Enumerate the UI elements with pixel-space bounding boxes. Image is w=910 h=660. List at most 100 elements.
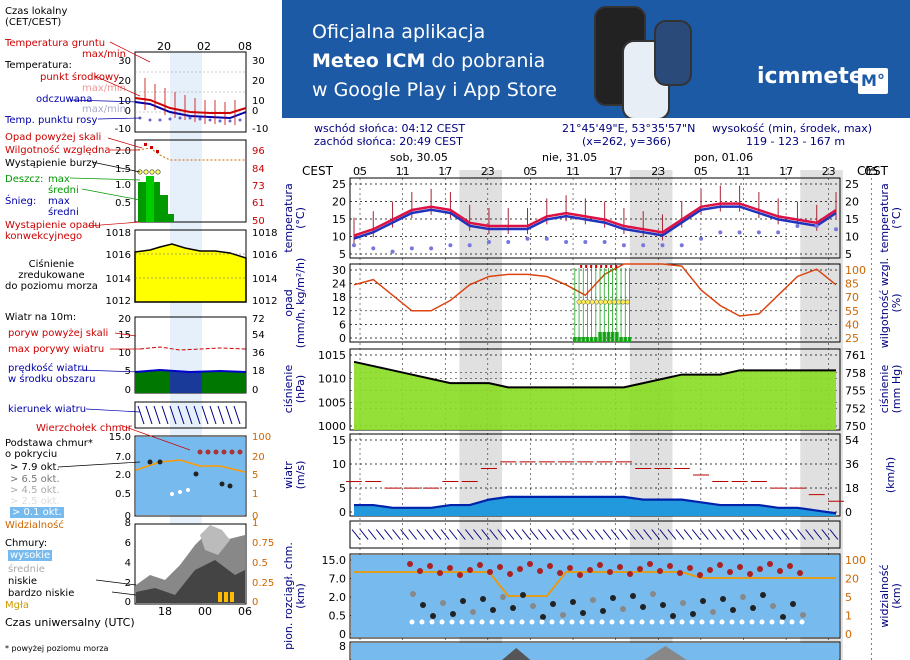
- svg-text:1012: 1012: [106, 296, 131, 307]
- cloud-top-36: [767, 561, 773, 567]
- press2-ylabel-1: (mm Hg): [890, 365, 903, 414]
- cloud-base-24: [650, 591, 656, 597]
- cloud-base-14: [550, 601, 556, 607]
- wind-arrow-24: [546, 529, 555, 540]
- cloud-base-32: [730, 607, 736, 613]
- svg-text:0: 0: [125, 511, 131, 522]
- press-ylabel-1: (hPa): [294, 375, 307, 403]
- svg-text:10: 10: [118, 348, 131, 359]
- cloud-top-12: [527, 561, 533, 567]
- storm-marker-2: [585, 299, 591, 305]
- press-mmhg-tick-4: 750: [845, 420, 866, 433]
- vis-tick-2: 5: [845, 591, 852, 604]
- wind-arrow-22: [529, 529, 539, 540]
- wind-arrow-40: [675, 529, 685, 540]
- svg-text:6: 6: [125, 538, 131, 549]
- svg-text:72: 72: [252, 314, 265, 325]
- legend-temp-feels-maxmin: max/min: [82, 104, 127, 115]
- mini-chart: 30 20 10 0 -10 30 20 10 0 -10 2.0 1.5 1.…: [57, 41, 277, 608]
- dew-point-10: [544, 236, 549, 241]
- hour-label-2: 17: [438, 165, 452, 178]
- wind-arrow-56: [805, 529, 814, 540]
- legend-snow-mean: średni: [48, 207, 79, 218]
- cloud-top-28: [687, 565, 693, 571]
- wind-arrow-43: [699, 529, 709, 540]
- cloud-base-4: [450, 611, 456, 617]
- cloud-low-23: [639, 619, 645, 625]
- legend-clouds-mid: średnie: [8, 564, 45, 575]
- svg-text:0.5: 0.5: [115, 198, 131, 209]
- cloud-top-39: [797, 570, 803, 576]
- cloud-low-3: [439, 619, 445, 625]
- svg-text:15.0: 15.0: [109, 432, 131, 443]
- wind-arrow-27: [570, 529, 580, 540]
- height-label: wysokość (min, środek, max): [712, 122, 873, 135]
- hum-tick-5: 25: [845, 332, 859, 345]
- svg-text:0: 0: [252, 511, 258, 522]
- banner-line1: Oficjalna aplikacja: [312, 21, 486, 43]
- cloud-base-25: [660, 602, 666, 608]
- svg-text:-10: -10: [252, 124, 268, 135]
- hour-label-11: 23: [822, 165, 836, 178]
- svg-text:1016: 1016: [106, 250, 131, 261]
- storm-marker-10: [620, 299, 626, 305]
- cloud-base-37: [780, 614, 786, 620]
- wind-arrow-10: [432, 529, 442, 540]
- temp-ylabel-r-1: (°C): [890, 207, 903, 229]
- cloud-low-34: [749, 619, 755, 625]
- cloud-low-14: [549, 619, 555, 625]
- wind-arrow-44: [708, 529, 717, 540]
- wind-arrow-49: [748, 529, 758, 540]
- wind-arrow-19: [505, 529, 515, 540]
- dew-point-3: [409, 246, 414, 251]
- svg-text:30: 30: [252, 56, 265, 67]
- cloud-top-9: [497, 564, 503, 570]
- storm-marker-3: [589, 299, 595, 305]
- press-mmhg-tick-2: 755: [845, 385, 866, 398]
- svg-text:2.0: 2.0: [115, 146, 131, 157]
- cb-tick-0: 15.0: [322, 554, 347, 567]
- hour-label-5: 11: [566, 165, 580, 178]
- temp-ylabel-r-0: temperatura: [878, 183, 891, 252]
- hour-label-9: 11: [736, 165, 750, 178]
- legend-cloud-top: Wierzchołek chmur: [36, 423, 132, 434]
- cloud-low-13: [539, 619, 545, 625]
- cloud-low-37: [779, 619, 785, 625]
- legend-panel: Czas lokalny (CET/CEST) 20 02 08 Tempera…: [0, 0, 282, 660]
- svg-text:0: 0: [125, 597, 131, 608]
- hum-tick-0: 100: [845, 264, 866, 277]
- cloud-base-22: [630, 593, 636, 599]
- wind-arrow-20: [513, 529, 523, 540]
- dew-point-24: [814, 224, 819, 228]
- svg-text:50: 50: [252, 216, 265, 227]
- legend-snow: Śnieg:: [5, 196, 37, 207]
- press2-ylabel-0: ciśnienie: [878, 365, 891, 414]
- cloud-base-12: [530, 603, 536, 609]
- precip-ylabel-0: opad: [282, 289, 295, 316]
- temp-r-tick-1: 20: [845, 196, 859, 209]
- cloud-base-35: [760, 592, 766, 598]
- svg-text:1018: 1018: [252, 228, 277, 239]
- legend-humidity: Wilgotność względna: [5, 145, 111, 156]
- wind-arrow-53: [780, 529, 790, 540]
- cloud-base-13: [540, 614, 546, 620]
- precip-above-5: [605, 265, 608, 268]
- cloud-top-2: [427, 563, 433, 569]
- wind-arrow-47: [732, 529, 742, 540]
- wind-arrow-5: [392, 529, 401, 540]
- cloud-top-11: [517, 566, 523, 572]
- dew-point-12: [583, 240, 588, 244]
- cloud-top-27: [677, 570, 683, 576]
- panel-frame-cl: [349, 641, 841, 660]
- cloud-low-22: [629, 619, 635, 625]
- cloud-top-24: [647, 561, 653, 567]
- legend-clouds-low: niskie: [8, 576, 38, 587]
- cloud-low-26: [669, 619, 675, 625]
- temp-tick-4: 5: [339, 248, 346, 261]
- cloud-top-8: [487, 569, 493, 575]
- app-promo-banner[interactable]: Oficjalna aplikacja Meteo ICM do pobrani…: [282, 0, 910, 118]
- storm-marker-0: [576, 299, 582, 305]
- cloud-low-36: [769, 619, 775, 625]
- svg-text:0.75: 0.75: [252, 538, 274, 549]
- dew-point-4: [429, 246, 434, 251]
